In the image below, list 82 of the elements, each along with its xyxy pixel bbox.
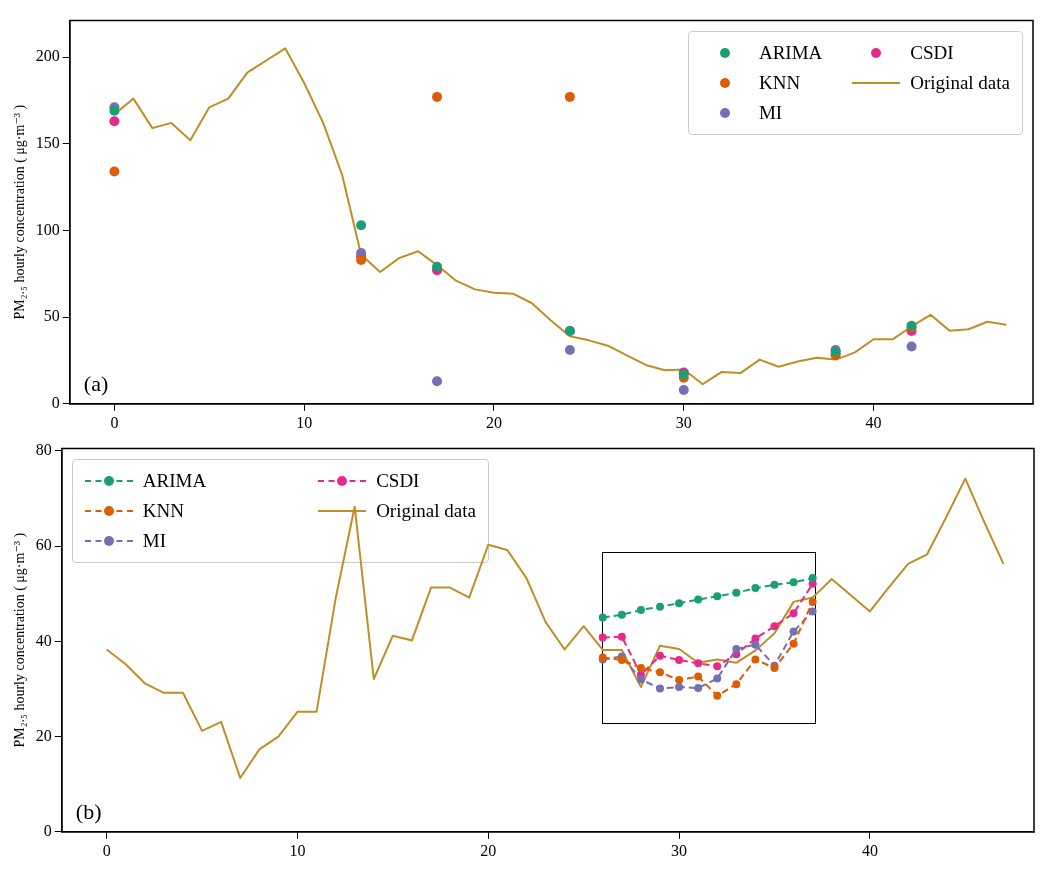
legend-label: ARIMA [142,469,207,492]
point [636,605,645,614]
point [808,574,817,583]
y-axis-title: PM₂.₅ hourly concentration ( μg·m⁻³ ) [12,532,29,748]
legend-label: KNN [758,71,801,94]
annotation: (b) [75,798,102,824]
point [617,632,626,641]
y-tick-label: 0 [43,822,52,839]
y-axis-title: PM₂.₅ hourly concentration ( μg·m⁻³ ) [12,104,29,320]
point [713,691,722,700]
x-tick-label: 0 [102,841,111,859]
point [432,261,443,272]
point [694,672,703,681]
point [598,633,607,642]
point [694,595,703,604]
point [751,640,760,649]
legend-label: Original data [910,71,1010,94]
point [678,384,689,395]
point [598,613,607,622]
point [356,220,367,231]
point [432,91,443,102]
legend-label: Original data [376,499,476,522]
y-tick-label: 0 [51,394,60,411]
legend-label: MI [142,529,167,552]
y-tick-label: 60 [35,536,52,554]
point [694,684,703,693]
point [732,588,741,597]
point [789,639,798,648]
point [617,610,626,619]
point [770,622,779,631]
y-tick-label: 40 [35,631,52,649]
point [675,683,684,692]
point [675,599,684,608]
point [694,659,703,668]
point [808,597,817,606]
x-tick-label: 20 [485,413,502,431]
legend-label: MI [758,101,783,124]
y-tick-label: 100 [35,220,60,238]
annotation: (a) [83,370,109,396]
point [656,602,664,611]
point [789,578,798,587]
legend-label: KNN [142,499,184,522]
legend-label: ARIMA [758,41,823,64]
x-tick-label: 10 [296,413,313,431]
y-tick-label: 80 [35,441,52,459]
x-tick-label: 30 [675,413,692,431]
point [564,91,575,102]
x-tick-label: 40 [861,841,878,859]
point [808,607,817,616]
y-tick-label: 150 [35,133,60,151]
point [656,684,664,693]
point [432,376,443,387]
legend-label: CSDI [910,41,954,64]
point [732,645,741,654]
point [656,668,664,677]
point [751,584,760,593]
y-tick-label: 200 [35,47,60,65]
point [675,675,684,684]
y-tick-label: 20 [35,726,52,744]
point [770,580,779,589]
point [906,341,917,352]
point [656,651,664,660]
x-tick-label: 20 [480,841,497,859]
point [713,592,722,601]
point [675,655,684,664]
point [564,345,575,356]
x-tick-label: 30 [671,841,688,859]
x-tick-label: 10 [289,841,306,859]
point [636,675,645,684]
y-tick-label: 50 [43,307,60,325]
point [713,662,722,671]
point [789,609,798,618]
point [109,166,120,177]
point [636,664,645,673]
legend-label: CSDI [376,469,420,492]
point [751,655,760,664]
point [789,627,798,636]
x-tick-label: 40 [865,413,882,431]
point [732,680,741,689]
point [109,116,120,127]
point [713,674,722,683]
x-tick-label: 0 [110,413,119,431]
